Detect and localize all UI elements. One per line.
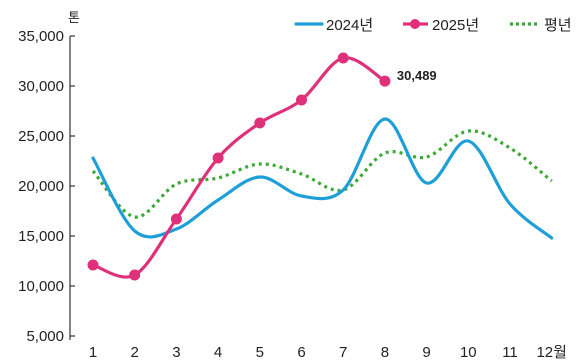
x-axis-ticks: 1 2 3 4 5 6 7 8 9 10 11 12월 — [89, 344, 567, 361]
series-line — [91, 117, 554, 240]
x-tick-label: 1 — [89, 344, 97, 361]
data-point-marker — [254, 117, 266, 129]
x-tick-label: 10 — [460, 344, 477, 361]
series-line — [91, 129, 553, 219]
legend-label-2025: 2025년 — [432, 17, 479, 34]
series-layer: 30,489 — [87, 52, 554, 281]
series-2 — [91, 129, 553, 219]
series-1: 30,489 — [87, 52, 437, 281]
data-point-marker — [212, 152, 224, 164]
x-tick-label: 4 — [214, 344, 222, 361]
y-axis-ticks: 5,000 10,000 15,000 20,000 25,000 30,000 35,00… — [18, 28, 75, 345]
x-tick-label: 9 — [422, 344, 430, 361]
y-tick-label: 30,000 — [18, 78, 64, 95]
y-tick-label: 20,000 — [18, 178, 64, 195]
x-tick-label: 6 — [297, 344, 305, 361]
legend-item-2025: 2025년 — [403, 17, 479, 34]
legend-label-2024: 2024년 — [326, 17, 373, 34]
x-tick-label: 3 — [172, 344, 180, 361]
legend-label-normal: 평년 — [544, 17, 572, 34]
y-unit-label: 톤 — [68, 10, 80, 25]
x-tick-label: 5 — [256, 344, 264, 361]
legend-item-normal: 평년 — [510, 17, 572, 34]
y-tick-label: 25,000 — [18, 128, 64, 145]
y-tick-label: 5,000 — [26, 328, 64, 345]
data-point-marker — [129, 269, 141, 281]
series-line — [91, 56, 387, 279]
series-0 — [91, 117, 554, 240]
data-point-marker — [296, 94, 307, 106]
y-tick-label: 35,000 — [18, 28, 64, 45]
data-label: 30,489 — [397, 68, 437, 83]
x-tick-label: 12월 — [536, 344, 567, 361]
data-point-marker — [379, 75, 391, 87]
x-tick-label: 8 — [381, 344, 389, 361]
legend-marker-2025 — [410, 19, 420, 29]
data-point-marker — [87, 259, 99, 271]
y-tick-label: 10,000 — [18, 278, 64, 295]
legend-item-2024: 2024년 — [294, 17, 373, 34]
data-point-marker — [337, 52, 349, 64]
y-tick-label: 15,000 — [18, 228, 64, 245]
x-tick-label: 2 — [131, 344, 139, 361]
x-tick-label: 11 — [502, 344, 518, 361]
legend: 2024년 2025년 평년 — [294, 17, 572, 34]
x-tick-label: 7 — [339, 344, 347, 361]
data-point-marker — [170, 213, 182, 225]
